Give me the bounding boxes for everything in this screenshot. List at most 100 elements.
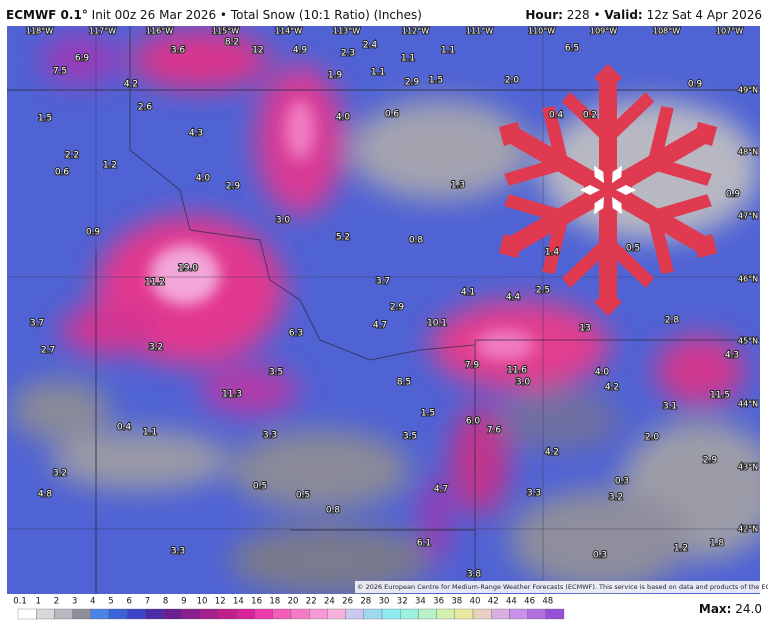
arm-tip [498,233,522,259]
legend-swatch [345,608,364,620]
snow-amount-label: 12 [252,46,263,56]
snowflake-arm [619,106,718,189]
snow-amount-label: 1.5 [421,409,435,419]
legend-tick-label: 28 [360,597,371,607]
snow-amount-label: 1.1 [441,46,455,56]
legend-tick-label: 48 [542,597,553,607]
pink-area [450,405,510,515]
valid-label: Valid: [604,8,642,22]
snow-amount-label: 11.3 [222,390,242,400]
latitude-label: 42°N [738,525,758,534]
legend-swatch [491,608,510,620]
hour: 228 • [567,8,601,22]
legend-swatch [327,608,346,620]
snow-amount-label: 0.5 [253,482,267,492]
init: Init 00z 26 Mar 2026 • Total Snow (10:1 … [92,8,422,22]
pink-area [200,365,300,415]
snow-amount-label: 6.9 [75,54,90,64]
snow-amount-label: 3.2 [609,493,623,503]
arm-branch [562,92,608,146]
snow-amount-label: 2.0 [505,76,520,86]
snow-amount-label: 4.1 [461,288,475,298]
longitude-label: 109°W [590,27,617,36]
snow-amount-label: 2.9 [703,456,718,466]
longitude-label: 113°W [333,27,360,36]
snowflake-arm [619,191,718,274]
legend-swatch [527,608,546,620]
snow-amount-label: 2.9 [405,78,420,88]
snow-labels: 7.5 6.9 4.2 3.6 8.2 12 4.9 2.3 2.4 1.1 1.1 6.5 1.9 1.… [29,37,742,581]
state-border [129,26,476,361]
legend-tick-label: 32 [397,597,408,607]
arm-stem [501,191,597,257]
snow-amount-label: 10.1 [427,319,447,329]
arm-branch [646,194,712,221]
snow-amount-label: 4.2 [124,80,138,90]
pink-area [130,30,270,90]
snow-amount-label: 1.2 [674,544,688,554]
legend-swatch [163,608,182,620]
latitude-label: 48°N [738,148,758,157]
map [7,26,760,594]
legend-tick-label: 46 [524,597,535,607]
legend-swatch [272,608,292,620]
legend-tick-label: 36 [433,597,444,607]
legend-swatch [381,608,401,620]
snowflake-arm [498,191,597,274]
snow-amount-label: 3.7 [30,319,44,329]
snow-amount-label: 11.6 [507,366,527,376]
pink-area [655,335,745,405]
longitude-label: 116°W [146,27,173,36]
snow-amount-label: 1.4 [545,248,560,258]
snow-amount-label: 0.4 [117,423,132,433]
legend-swatch [545,608,565,620]
snow-amount-label: 4.2 [545,448,559,458]
snow-amount-label: 4.7 [434,485,448,495]
snow-amount-label: 7.6 [487,426,502,436]
snowflake-cut [580,185,600,195]
snow-amount-label: 7.9 [465,361,480,371]
legend-swatch [418,608,437,620]
header-left: ECMWF 0.1° Init 00z 26 Mar 2026 • Total … [6,8,422,22]
legend-tick-label: 38 [451,597,462,607]
legend-swatch [181,608,201,620]
latitude-label: 44°N [738,400,758,409]
snow-amount-label: 2.8 [665,316,680,326]
gray-area [500,390,620,450]
snow-amount-label: 6.0 [466,417,481,427]
snow-amount-label: 8.2 [225,38,239,48]
pink-area [60,305,160,355]
legend-swatch [363,608,383,620]
snow-amount-label: 4.0 [336,113,351,123]
pink-area [420,475,450,565]
copyright-box [355,581,760,593]
snow-amount-label: 6.5 [565,44,579,54]
snow-core [150,100,535,360]
arm-stem [619,191,715,257]
snow-amount-label: 1.5 [429,76,443,86]
legend-tick-label: 2 [54,597,59,607]
snowflake-core [584,166,632,214]
arm-branch [504,194,570,221]
snowflake-icon [498,64,718,316]
snow-amount-label: 3.0 [516,378,531,388]
snow-amount-label: 0.3 [615,477,629,487]
snow-amount-label: 3.3 [527,489,541,499]
arm-branch [504,159,570,186]
legend-tick-label: 22 [306,597,317,607]
light-area [150,245,220,305]
snow-amount-label: 4.8 [38,490,53,500]
snow-amount-label: 1.9 [328,71,343,81]
arm-stem [501,123,597,189]
snowflake-arm [562,64,654,172]
snow-amount-label: 4.7 [373,321,387,331]
snow-amount-label: 4.3 [189,129,203,139]
legend-swatch [127,608,146,620]
latitude-label: 49°N [738,86,758,95]
snow-amount-label: 0.3 [593,551,607,561]
legend-swatch [236,608,255,620]
snow-amount-label: 2.7 [41,346,55,356]
legend-swatch [36,608,55,620]
snowflake-arm [498,106,597,189]
